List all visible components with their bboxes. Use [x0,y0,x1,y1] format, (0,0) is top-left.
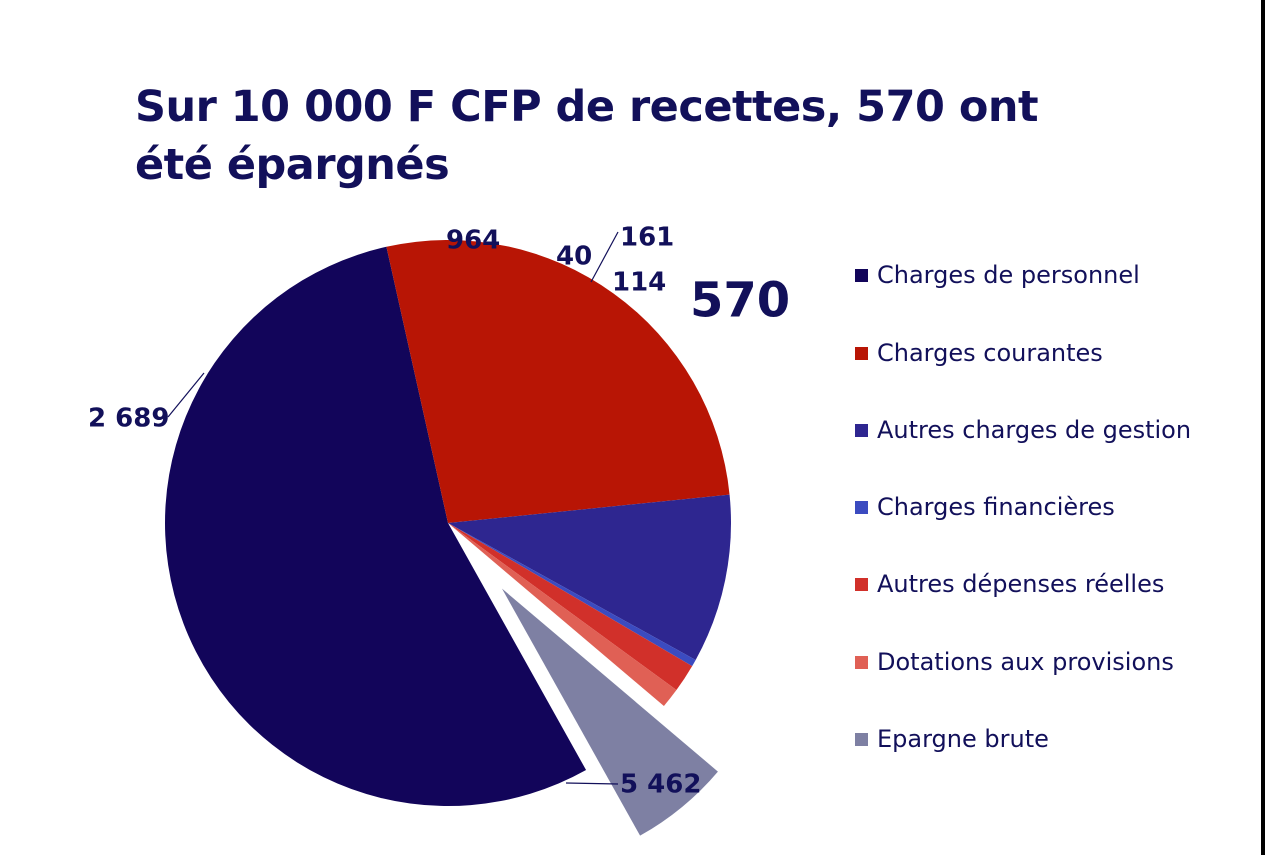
legend-item: Dotations aux provisions [855,645,1207,679]
pie-slice-autres-charges-de-gestion [448,494,731,660]
legend-item: Epargne brute [855,722,1207,756]
pie-slice-charges-de-personnel [164,246,587,806]
legend-swatch [855,578,868,591]
legend-label: Epargne brute [877,725,1049,753]
data-label: 5 462 [620,769,701,799]
data-label: 161 [620,222,674,252]
legend-swatch [855,424,868,437]
legend-label: Charges courantes [877,339,1103,367]
right-border [1261,0,1265,855]
pie-slice-epargne-brute [502,588,718,836]
legend-item: Charges de personnel [855,258,1207,292]
legend-swatch [855,501,868,514]
data-label: 114 [612,267,666,297]
data-label: 964 [446,225,500,255]
data-label: 40 [556,241,592,271]
legend-swatch [855,347,868,360]
legend-label: Charges de personnel [877,261,1140,289]
legend-label: Dotations aux provisions [877,648,1174,676]
pie-slice-charges-financi-res [448,523,696,667]
pie-slice-dotations-aux-provisions [448,523,677,706]
legend-item: Autres dépenses réelles [855,567,1207,601]
legend-swatch [855,733,868,746]
chart-title: Sur 10 000 F CFP de recettes, 570 ont ét… [135,82,1039,190]
legend-label: Autres charges de gestion [877,416,1192,444]
legend-item: Charges financières [855,490,1207,524]
legend-swatch [855,269,868,282]
legend-item: Charges courantes [855,336,1207,370]
leader-line [565,782,619,785]
leader-line [167,372,205,418]
pie-slice-autres-d-penses-r-elles [448,523,693,691]
legend-label: Charges financières [877,493,1115,521]
legend-label: Autres dépenses réelles [877,570,1165,598]
leader-line [590,231,619,283]
data-label: 2 689 [88,403,169,433]
pie-slice-charges-courantes [386,240,730,523]
data-label: 570 [690,272,790,328]
legend-item: Autres charges de gestion [855,413,1207,447]
legend-swatch [855,656,868,669]
